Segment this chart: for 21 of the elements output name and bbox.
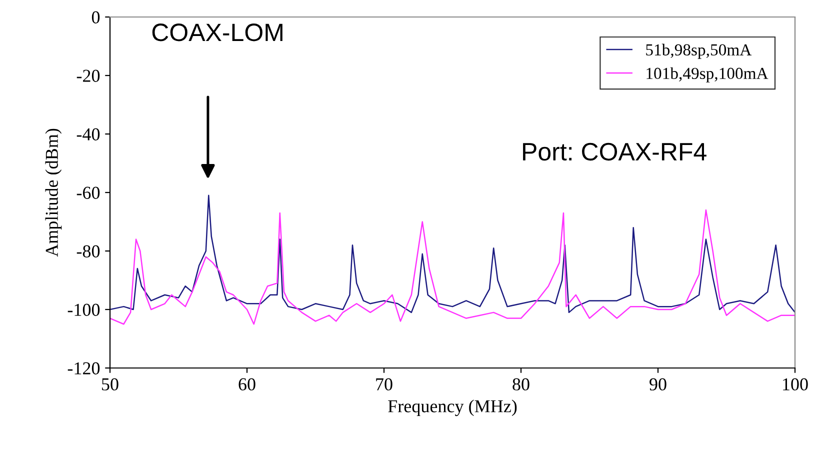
x-tick-label: 100 [783, 378, 808, 390]
y-tick-label: -80 [76, 245, 100, 258]
x-tick-label: 60 [238, 378, 256, 390]
y-tick-label: -60 [76, 186, 100, 199]
y-tick-label: -100 [68, 304, 100, 316]
y-tick-label: 0 [92, 11, 100, 24]
x-axis-title: Frequency (MHz) [388, 400, 517, 416]
y-tick-label: -40 [76, 128, 100, 140]
legend-label: 51b,98sp,50mA [646, 44, 752, 59]
line-series [110, 209, 795, 325]
x-tick-label: 80 [512, 378, 530, 390]
line-series [110, 194, 795, 314]
legend-label: 101b,49sp,100mA [646, 67, 768, 82]
y-axis-title: Amplitude (dBm) [45, 128, 62, 257]
y-tick-label: -120 [68, 362, 100, 374]
y-tick-label: -20 [76, 70, 100, 82]
x-tick-label: 70 [376, 378, 392, 390]
x-tick-label: 90 [650, 378, 666, 390]
annotation: Port: COAX-RF4 [523, 142, 706, 161]
x-tick-label: 50 [102, 378, 118, 390]
annotation: COAX-LOM [152, 24, 282, 42]
